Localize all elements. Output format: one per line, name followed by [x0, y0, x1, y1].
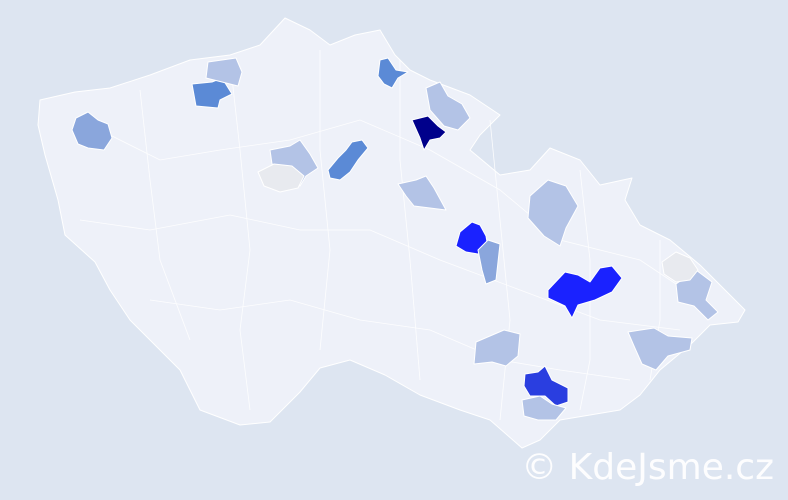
district-level-3[interactable] — [377, 57, 409, 89]
district-level-1[interactable] — [473, 329, 521, 367]
district-level-5[interactable] — [547, 265, 623, 319]
district-level-3[interactable] — [191, 77, 233, 109]
country-outline — [37, 17, 746, 449]
watermark: © KdeJsme.cz — [521, 447, 774, 488]
district-level-6[interactable] — [411, 115, 447, 151]
district-level-4[interactable] — [523, 365, 569, 407]
district-level-0[interactable] — [257, 163, 305, 193]
district-level-1[interactable] — [397, 175, 447, 211]
district-level-1[interactable] — [527, 179, 579, 247]
district-level-1[interactable] — [675, 269, 719, 321]
district-level-2[interactable] — [71, 111, 113, 151]
district-level-2[interactable] — [477, 239, 501, 285]
district-level-1[interactable] — [205, 57, 243, 87]
district-level-0[interactable] — [661, 251, 699, 283]
district-level-3[interactable] — [327, 139, 369, 181]
district-level-1[interactable] — [627, 327, 693, 371]
district-level-1[interactable] — [425, 81, 471, 131]
district-level-1[interactable] — [521, 395, 567, 421]
